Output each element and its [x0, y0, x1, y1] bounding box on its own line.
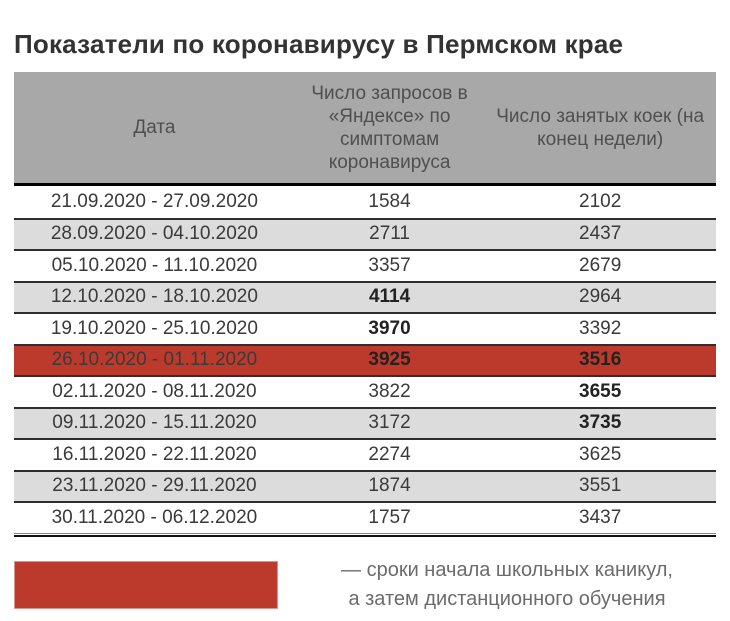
date-cell: 09.11.2020 - 15.11.2020 [52, 412, 257, 434]
covid-table: Дата Число запросов в «Яндексе» по симпт… [14, 72, 716, 533]
beds-cell: 3392 [579, 317, 622, 339]
requests-cell: 2711 [369, 223, 410, 245]
table-row: 26.10.2020 - 01.11.2020 3925 3516 [14, 343, 716, 375]
header-beds: Число занятых коек (на конец недели) [496, 105, 705, 150]
date-cell: 12.10.2020 - 18.10.2020 [50, 286, 258, 308]
beds-cell: 2964 [579, 286, 622, 308]
table-row: 16.11.2020 - 22.11.2020 2274 3625 [14, 438, 716, 470]
table-row: 05.10.2020 - 11.10.2020 3357 2679 [14, 249, 716, 281]
requests-cell: 3357 [368, 254, 411, 276]
header-requests: Число запросов в «Яндексе» по симптомам … [311, 82, 468, 173]
table-row: 21.09.2020 - 27.09.2020 1584 2102 [14, 186, 716, 218]
beds-cell: 3516 [579, 349, 622, 371]
legend-text-line2: а затем дистанционного обучения [348, 587, 666, 610]
beds-cell: 3735 [579, 412, 622, 434]
table-row: 09.11.2020 - 15.11.2020 3172 3735 [14, 406, 716, 438]
requests-cell: 1757 [368, 506, 411, 528]
legend-red-swatch [14, 560, 278, 609]
beds-cell: 3551 [579, 475, 622, 497]
beds-cell: 3437 [579, 506, 622, 528]
table-header-row: Дата Число запросов в «Яндексе» по симпт… [14, 72, 716, 186]
header-date: Дата [133, 117, 176, 138]
table-row: 30.11.2020 - 06.12.2020 1757 3437 [14, 501, 716, 533]
date-cell: 19.10.2020 - 25.10.2020 [50, 317, 258, 339]
requests-cell: 3822 [368, 380, 411, 402]
date-cell: 02.11.2020 - 08.11.2020 [52, 380, 257, 402]
beds-cell: 2679 [579, 254, 622, 276]
table-body: 21.09.2020 - 27.09.2020 1584 2102 28.09.202… [14, 186, 716, 533]
legend-text: — сроки начала школьных каникул, а затем… [278, 556, 716, 614]
date-cell: 23.11.2020 - 29.11.2020 [52, 475, 257, 497]
table-row: 28.09.2020 - 04.10.2020 2711 2437 [14, 217, 716, 249]
beds-cell: 2437 [579, 223, 622, 245]
requests-cell: 1584 [368, 190, 411, 212]
table-bottom-border [14, 532, 716, 537]
date-cell: 05.10.2020 - 11.10.2020 [51, 254, 258, 276]
beds-cell: 2102 [579, 190, 622, 212]
requests-cell: 3970 [368, 317, 411, 339]
requests-cell: 4114 [368, 286, 411, 308]
requests-cell: 3172 [368, 412, 411, 434]
page-title: Показатели по коронавирусу в Пермском кр… [14, 28, 624, 59]
legend: — сроки начала школьных каникул, а затем… [14, 556, 716, 614]
date-cell: 30.11.2020 - 06.12.2020 [51, 506, 258, 528]
requests-cell: 2274 [368, 443, 411, 465]
table-row: 23.11.2020 - 29.11.2020 1874 3551 [14, 469, 716, 501]
table-row: 12.10.2020 - 18.10.2020 4114 2964 [14, 280, 716, 312]
table-row: 19.10.2020 - 25.10.2020 3970 3392 [14, 312, 716, 344]
date-cell: 28.09.2020 - 04.10.2020 [50, 223, 258, 245]
beds-cell: 3655 [579, 380, 622, 402]
date-cell: 21.09.2020 - 27.09.2020 [50, 190, 258, 212]
legend-text-line1: — сроки начала школьных каникул, [341, 558, 673, 581]
requests-cell: 3925 [368, 349, 411, 371]
table-row: 02.11.2020 - 08.11.2020 3822 3655 [14, 375, 716, 407]
date-cell: 16.11.2020 - 22.11.2020 [52, 443, 257, 465]
requests-cell: 1874 [368, 475, 411, 497]
beds-cell: 3625 [579, 443, 622, 465]
date-cell: 26.10.2020 - 01.11.2020 [51, 349, 258, 371]
